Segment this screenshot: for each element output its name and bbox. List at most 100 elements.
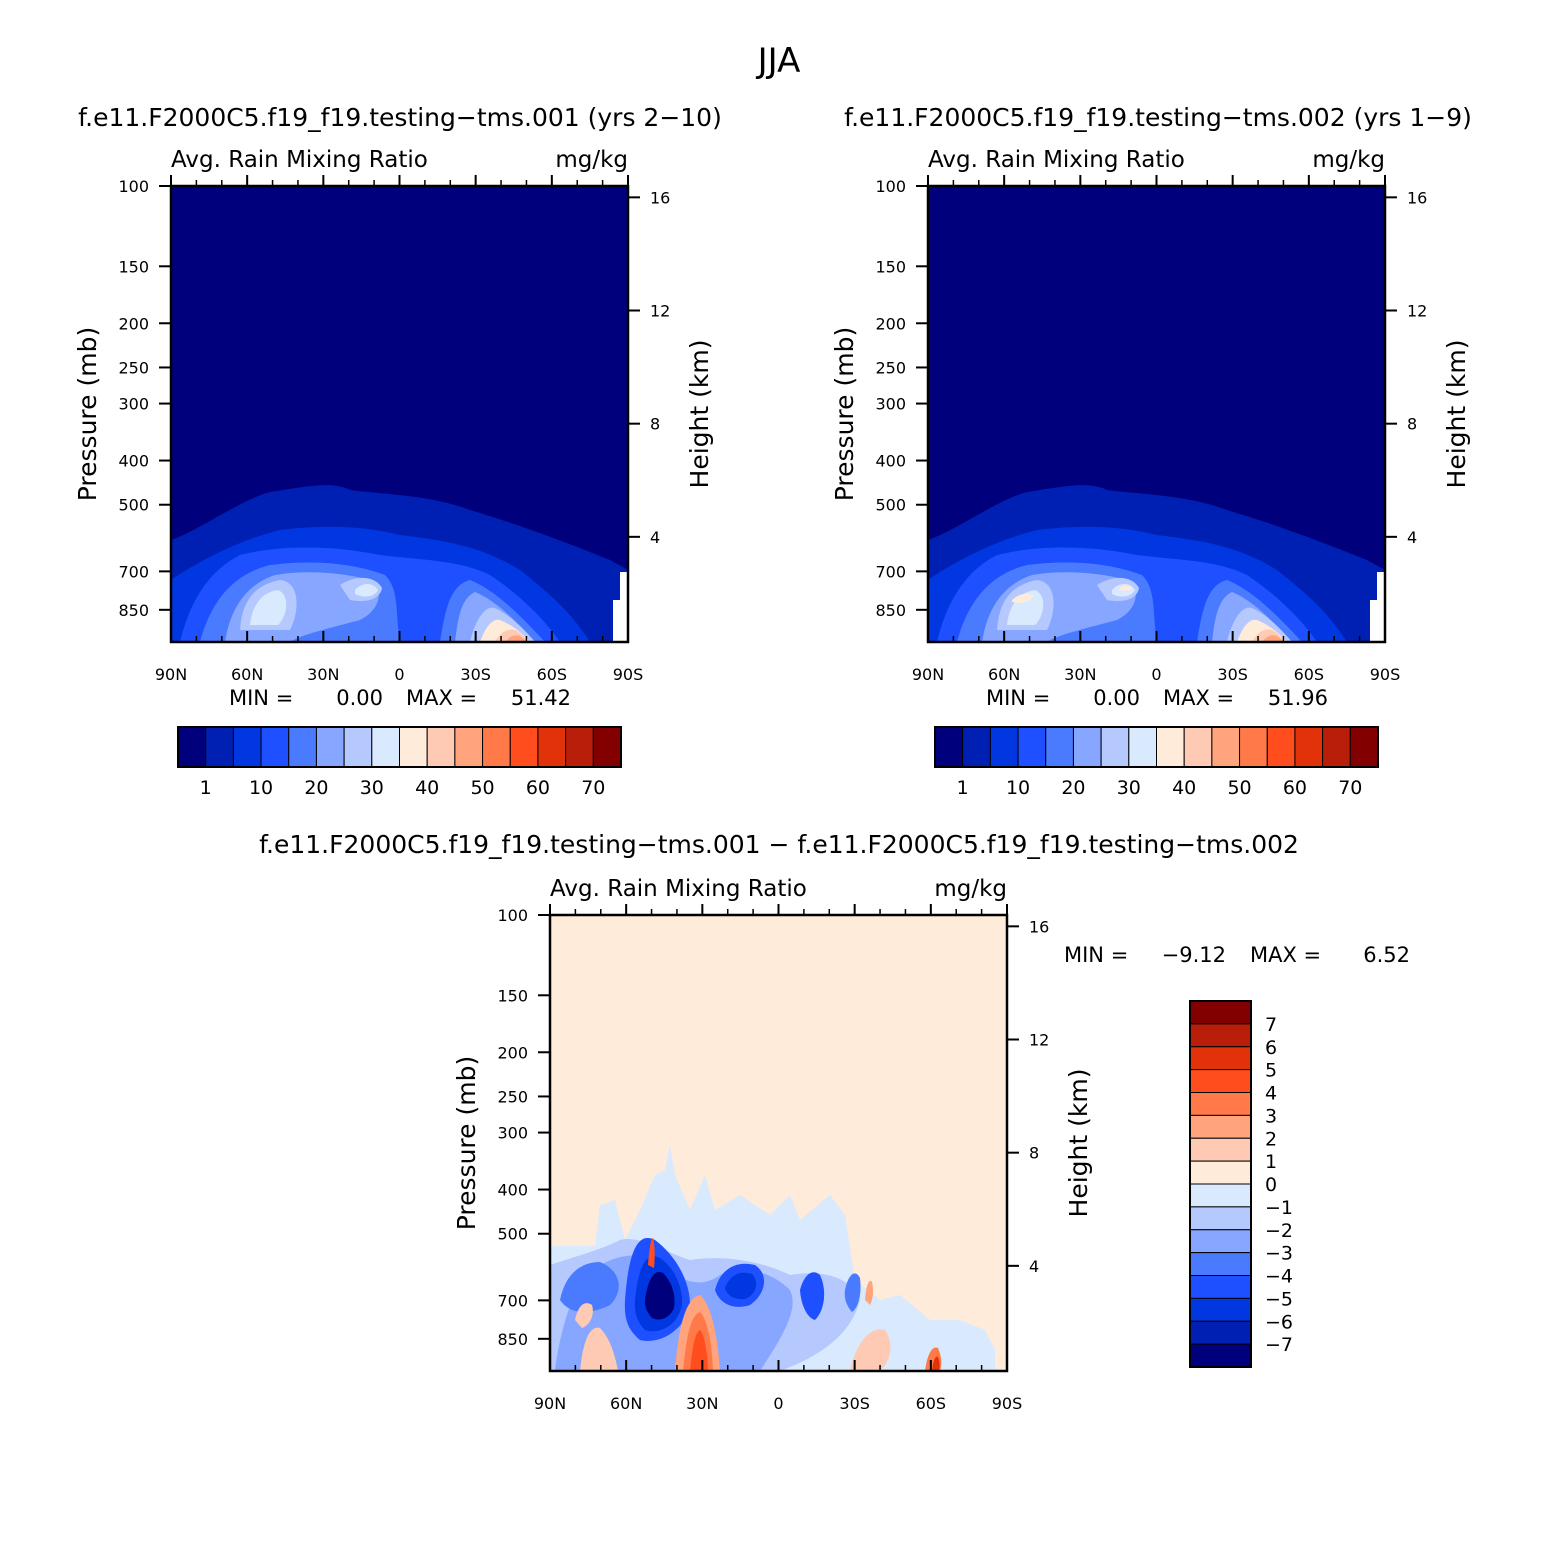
case2-missing-data — [1370, 600, 1385, 642]
case1-colorbar: 1 10 20 30 40 50 60 70 — [177, 726, 622, 799]
colorbar-swatch — [1189, 1297, 1252, 1322]
colorbar-label: 60 — [1283, 777, 1307, 799]
colorbar-label: −3 — [1265, 1243, 1293, 1265]
colorbar-swatch — [537, 726, 567, 768]
diff-contour-neg5c — [800, 1272, 825, 1320]
colorbar-swatch — [1128, 726, 1157, 768]
colorbar-swatch — [177, 726, 207, 768]
x-tick-label: 60N — [231, 665, 263, 684]
y-right-tick-label: 16 — [650, 188, 670, 207]
colorbar-swatch — [426, 726, 456, 768]
colorbar-label: 20 — [304, 777, 328, 799]
season-title: JJA — [756, 41, 801, 81]
panel-case2: f.e11.F2000C5.f19_f19.testing−tms.002 (y… — [830, 103, 1472, 799]
colorbar-swatch — [1189, 1206, 1252, 1231]
y-tick-label: 250 — [497, 1087, 528, 1106]
y-tick-label: 500 — [118, 496, 149, 515]
colorbar-swatch — [1189, 1137, 1252, 1162]
colorbar-swatch — [1189, 1252, 1252, 1276]
y-right-tick-label: 8 — [1029, 1144, 1039, 1163]
case2-contour-field — [928, 186, 1385, 642]
y-right-tick-label: 12 — [1407, 302, 1427, 321]
y-right-tick-label: 4 — [1407, 528, 1417, 547]
colorbar-swatch — [1189, 1160, 1252, 1185]
colorbar-label: 70 — [581, 777, 605, 799]
colorbar-label: 60 — [526, 777, 550, 799]
colorbar-swatch — [1239, 726, 1268, 768]
colorbar-label: −4 — [1265, 1266, 1293, 1288]
diff-contour-pos2b — [850, 1329, 891, 1371]
x-tick-label: 90N — [912, 665, 944, 684]
colorbar-swatch — [1322, 726, 1351, 768]
colorbar-swatch — [205, 726, 234, 768]
colorbar-label: 40 — [415, 777, 439, 799]
y-tick-label: 300 — [118, 395, 149, 414]
diff-contour-pos2c — [575, 1303, 593, 1328]
colorbar-frame — [177, 726, 622, 768]
colorbar-label: 20 — [1061, 777, 1085, 799]
colorbar-swatch — [232, 726, 262, 768]
case2-contour-level-8a — [1012, 593, 1034, 603]
colorbar-swatch — [482, 726, 511, 768]
colorbar-label: 3 — [1265, 1105, 1277, 1127]
case1-units-label: mg/kg — [555, 147, 628, 173]
colorbar-label: −7 — [1265, 1334, 1293, 1356]
x-tick-label: 0 — [773, 1394, 783, 1413]
colorbar-swatch — [260, 726, 290, 768]
diff-ylabel-right: Height (km) — [1064, 1069, 1093, 1218]
y-tick-label: 200 — [118, 314, 149, 333]
colorbar-label: 0 — [1265, 1174, 1277, 1196]
colorbar-swatch — [1189, 1092, 1252, 1116]
colorbar-swatch — [1189, 1183, 1252, 1208]
diff-contour-neg4b — [844, 1273, 861, 1312]
y-tick-label: 500 — [875, 496, 906, 515]
x-tick-label: 60S — [537, 665, 568, 684]
case1-ylabel-right: Height (km) — [685, 340, 714, 489]
diff-min-value: −9.12 — [1162, 943, 1226, 967]
colorbar-swatch — [565, 726, 594, 768]
colorbar-swatch — [1017, 726, 1047, 768]
y-right-tick-label: 16 — [1029, 917, 1049, 936]
y-tick-label: 850 — [118, 601, 149, 620]
y-right-tick-label: 4 — [1029, 1257, 1039, 1276]
case1-contour-level-10 — [505, 635, 526, 642]
case1-variable-label: Avg. Rain Mixing Ratio — [171, 147, 428, 173]
y-right-tick-label: 12 — [650, 302, 670, 321]
x-tick-label: 90S — [613, 665, 644, 684]
x-tick-label: 0 — [1151, 665, 1161, 684]
colorbar-swatch — [962, 726, 991, 768]
case1-contour-field — [171, 186, 628, 642]
y-tick-label: 100 — [875, 177, 906, 196]
case1-contour-level-7b — [355, 584, 378, 597]
y-tick-label: 300 — [875, 395, 906, 414]
case2-max-label: MAX = — [1163, 686, 1234, 710]
colorbar-swatch — [1156, 726, 1185, 768]
colorbar-swatch — [509, 726, 539, 768]
panel-case1: f.e11.F2000C5.f19_f19.testing−tms.001 (y… — [73, 103, 722, 799]
y-tick-label: 150 — [118, 257, 149, 276]
case1-missing-data-upper — [620, 572, 628, 600]
colorbar-swatch — [1100, 726, 1130, 768]
colorbar-swatch — [1189, 1320, 1252, 1345]
case1-axes: 90N 60N 30N 0 30S 60S 90S 100 150 200 250 300 400 500… — [118, 175, 670, 684]
case2-max-value: 51.96 — [1268, 686, 1328, 710]
y-tick-label: 700 — [497, 1291, 528, 1310]
y-right-tick-label: 8 — [1407, 415, 1417, 434]
colorbar-swatch — [1189, 1023, 1252, 1048]
y-tick-label: 400 — [118, 452, 149, 471]
colorbar-frame — [934, 726, 1379, 768]
diff-contour-neg4a — [560, 1262, 619, 1312]
diff-contour-field — [550, 915, 1007, 1371]
colorbar-label: 30 — [360, 777, 384, 799]
colorbar-swatch — [1189, 1275, 1252, 1299]
x-tick-label: 60S — [1294, 665, 1325, 684]
colorbar-swatch — [1189, 1069, 1252, 1093]
colorbar-swatch — [1072, 726, 1102, 768]
colorbar-label: 50 — [470, 777, 494, 799]
case2-contour-level-7a — [1007, 590, 1044, 625]
diff-contour-pos3b — [865, 1280, 874, 1305]
case2-units-label: mg/kg — [1312, 147, 1385, 173]
case2-axes: 90N 60N 30N 0 30S 60S 90S 100 150 200 250 300 400 500… — [875, 175, 1427, 684]
